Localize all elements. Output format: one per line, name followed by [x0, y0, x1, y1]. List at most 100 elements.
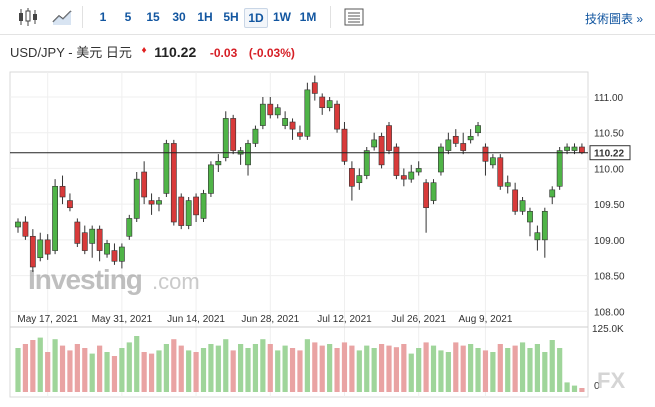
date-tick-label: Jun 28, 2021: [241, 314, 299, 325]
interval-1w-button[interactable]: 1W: [273, 10, 291, 24]
interval-1m-button[interactable]: 1M: [299, 10, 317, 24]
candle-body: [475, 125, 481, 134]
price-axis: 111.00 110.50 110.00 109.50 109.00 108.50 108.…: [594, 93, 625, 318]
candle-body: [378, 135, 385, 166]
volume-bar: [267, 344, 273, 392]
volume-bar: [230, 350, 236, 392]
instrument-name: USD/JPY - 美元 日元: [10, 45, 132, 60]
volume-bar: [126, 342, 132, 392]
candle-body: [504, 182, 511, 187]
candle-body: [549, 189, 556, 198]
candle-body: [148, 200, 155, 205]
price-tick-label: 108.50: [594, 272, 625, 283]
volume-bar: [89, 353, 95, 392]
volume-bar: [327, 344, 333, 392]
last-price: 110.22: [154, 44, 197, 60]
candle-body: [44, 239, 51, 255]
interval-15min-button[interactable]: 15: [146, 10, 160, 24]
technical-chart-link[interactable]: 技術圖表 »: [584, 12, 643, 26]
candle-body: [430, 182, 437, 201]
volume-tick-zero: 0: [594, 381, 600, 392]
volume-bar: [252, 344, 259, 392]
candle-body: [393, 146, 400, 176]
candle-body: [163, 143, 170, 194]
line-chart-icon[interactable]: [50, 6, 74, 28]
date-tick-label: Jul 26, 2021: [391, 314, 446, 325]
candle-body: [59, 185, 66, 198]
volume-bar: [52, 339, 58, 392]
candle-body: [356, 175, 363, 184]
volume-bar: [30, 340, 36, 392]
candle-body: [89, 228, 96, 244]
candle-body: [282, 118, 289, 126]
candle-body: [541, 210, 548, 241]
volume-bar: [104, 352, 110, 392]
candle-body: [230, 118, 237, 151]
interval-1d-button[interactable]: 1D: [244, 8, 268, 28]
candle-body: [22, 221, 29, 237]
candle-body: [141, 171, 148, 198]
volume-bar: [223, 339, 229, 392]
interval-1min-button[interactable]: 1: [99, 10, 107, 24]
volume-bar: [341, 342, 348, 392]
volume-bar: [371, 348, 377, 392]
candle-body: [304, 89, 311, 137]
volume-bar: [334, 348, 340, 392]
volume-bar: [490, 352, 496, 392]
candlestick-chart-icon[interactable]: [16, 6, 40, 28]
interval-1h-button[interactable]: 1H: [197, 10, 213, 24]
volume-bar: [111, 356, 118, 392]
date-tick-label: Aug 9, 2021: [458, 314, 512, 325]
volume-bar: [356, 350, 362, 392]
price-direction-icon: ♦: [141, 45, 147, 56]
volume-bar: [74, 344, 80, 392]
volume-bar: [304, 339, 310, 392]
volume-bar: [67, 350, 73, 392]
volume-bar: [393, 347, 400, 392]
candle-body: [311, 82, 318, 94]
candle-body: [341, 128, 348, 162]
candle-body: [467, 135, 474, 141]
interval-30min-button[interactable]: 30: [172, 10, 186, 24]
candle-body: [348, 168, 355, 187]
volume-bar: [186, 350, 192, 392]
volume-bar: [171, 339, 177, 392]
volume-bar: [238, 344, 244, 392]
interval-5min-button[interactable]: 5: [124, 10, 132, 24]
volume-tick-max: 125.0K: [592, 324, 624, 335]
candle-body: [37, 239, 44, 259]
volume-bar: [527, 348, 533, 392]
price-tick-label: 111.00: [594, 93, 624, 104]
candle-body: [52, 185, 58, 251]
volume-bar: [416, 348, 422, 392]
volume-bar: [141, 352, 147, 392]
candle-body: [460, 143, 467, 151]
candle-body: [519, 200, 526, 212]
volume-bar: [438, 350, 444, 392]
candle-body: [156, 200, 162, 205]
candle-body: [452, 135, 459, 144]
volume-bar: [445, 352, 451, 392]
volume-bar: [408, 353, 414, 392]
date-tick-label: May 31, 2021: [92, 314, 153, 325]
volume-bar: [119, 348, 125, 392]
price-tick-label: 109.50: [594, 200, 625, 211]
candle-body: [170, 143, 177, 223]
candle-body: [215, 160, 222, 166]
data-table-icon[interactable]: [342, 6, 366, 28]
interval-5h-button[interactable]: 5H: [223, 10, 239, 24]
volume-bar: [215, 345, 221, 392]
volume-bar: [401, 344, 407, 392]
candle-body: [29, 235, 36, 268]
volume-bar: [208, 344, 214, 392]
volume-bar: [386, 345, 392, 392]
toolbar-divider: [330, 6, 331, 28]
candle-body: [400, 175, 407, 180]
candle-body: [104, 243, 110, 255]
volume-bar: [282, 345, 288, 392]
volume-bar: [571, 385, 578, 392]
candle-body: [267, 103, 274, 116]
volume-bar: [423, 342, 429, 392]
candle-body: [208, 164, 214, 194]
